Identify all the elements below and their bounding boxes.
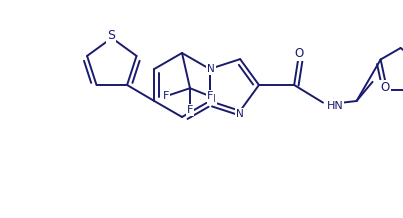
Text: S: S (107, 29, 115, 43)
Text: F: F (207, 91, 213, 101)
Text: F: F (187, 105, 193, 115)
Text: N: N (236, 109, 244, 119)
Text: O: O (380, 81, 390, 94)
Text: HN: HN (326, 100, 343, 111)
Text: O: O (295, 46, 304, 60)
Text: N: N (207, 64, 214, 74)
Text: N: N (208, 94, 216, 104)
Text: F: F (163, 91, 169, 101)
